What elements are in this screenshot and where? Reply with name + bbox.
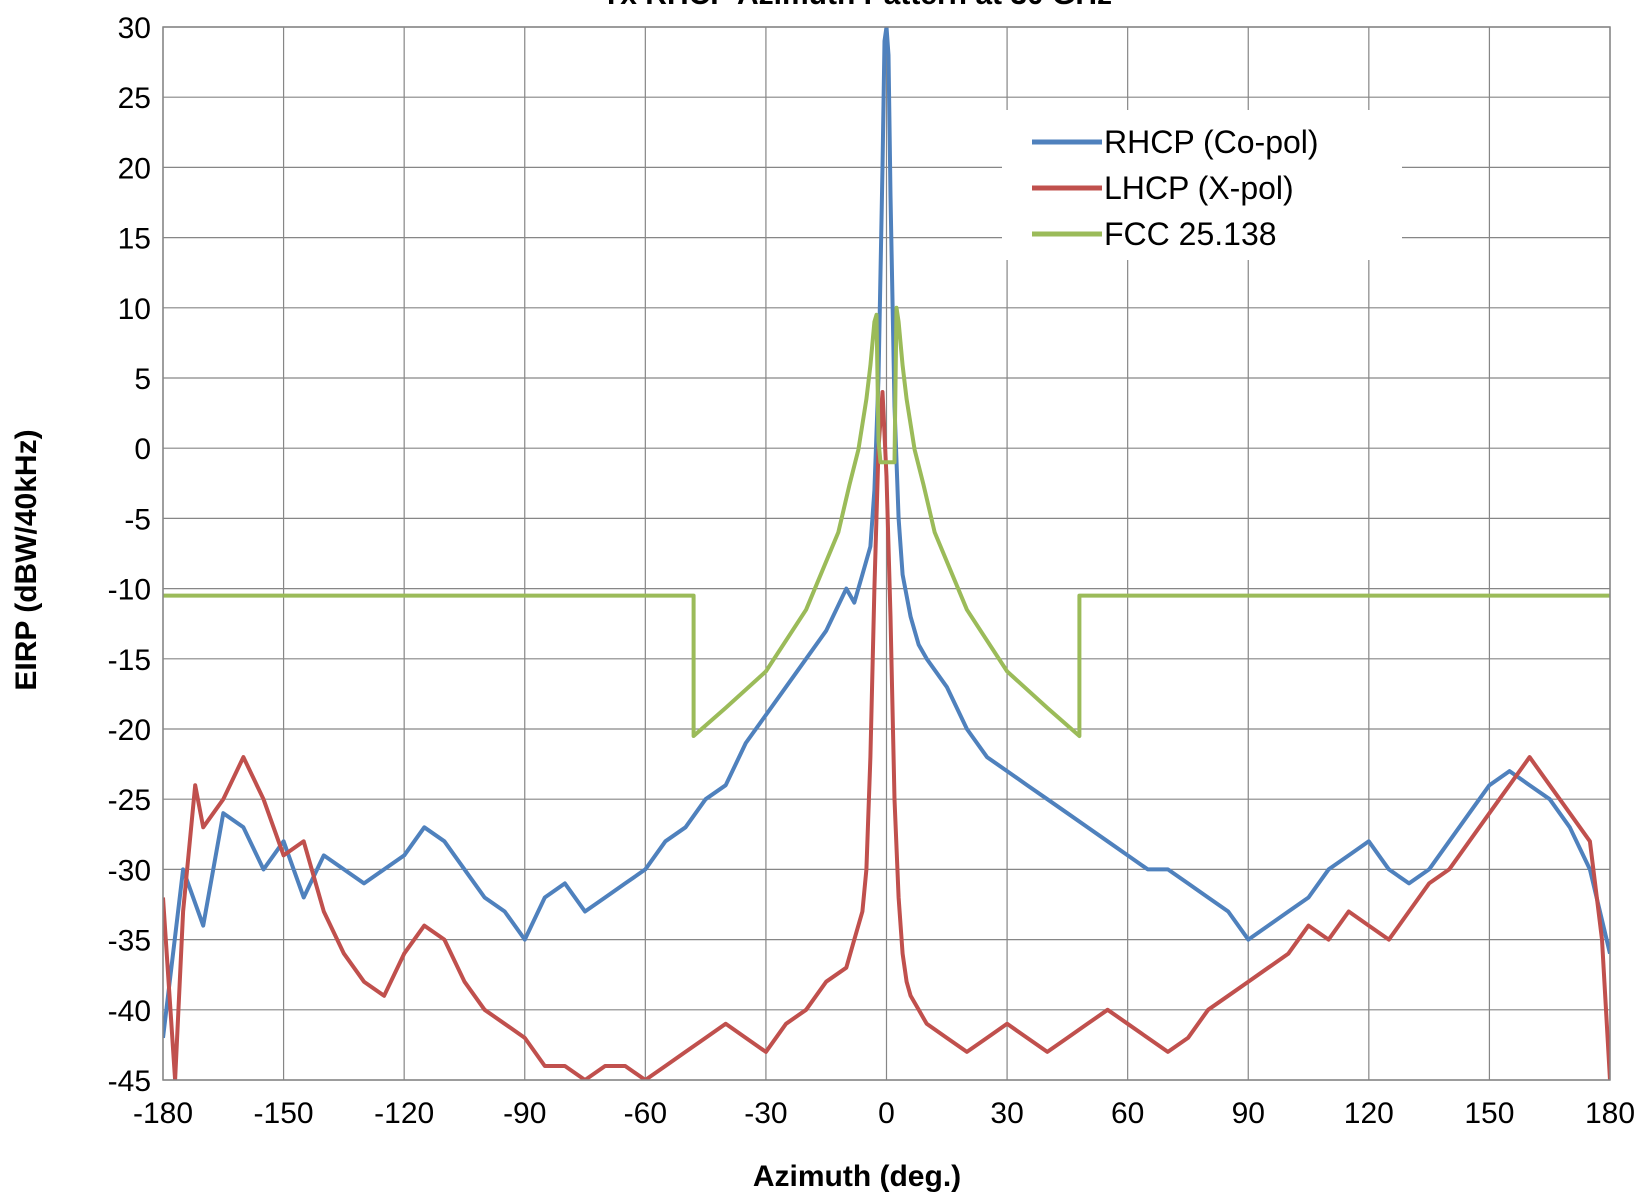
legend-label-lhcp: LHCP (X-pol): [1104, 170, 1294, 206]
x-tick-label: -180: [133, 1097, 193, 1130]
chart-title: Tx RHCP Azimuth Pattern at 30 GHz: [602, 0, 1112, 11]
tick-labels: -180 -150 -120 -90 -60 -30 0 30 60 90 120 150 180302…: [108, 12, 1635, 1130]
fcc-25-138-mask-line: [163, 305, 1610, 738]
y-tick-label: 25: [118, 82, 151, 115]
y-tick-label: 0: [134, 433, 151, 466]
legend-label-fcc: FCC 25.138: [1104, 216, 1277, 252]
y-tick-label: -20: [108, 714, 151, 747]
y-tick-label: 5: [134, 363, 151, 396]
y-tick-label: -10: [108, 574, 151, 607]
rhcp-co-pol-line: [163, 27, 1610, 1039]
y-tick-label: -15: [108, 644, 151, 677]
y-tick-label: -30: [108, 854, 151, 887]
y-tick-label: -5: [124, 503, 151, 536]
plot-frame: [162, 26, 1611, 1081]
x-tick-label: -30: [744, 1097, 787, 1130]
y-tick-label: 15: [118, 223, 151, 256]
x-tick-label: 0: [878, 1097, 895, 1130]
y-tick-label: 30: [118, 12, 151, 45]
y-tick-label: -45: [108, 1065, 151, 1098]
y-tick-label: -35: [108, 925, 151, 958]
x-tick-label: -120: [374, 1097, 434, 1130]
y-tick-label: -25: [108, 784, 151, 817]
x-tick-label: 120: [1344, 1097, 1394, 1130]
legend: RHCP (Co-pol) LHCP (X-pol) FCC 25.138: [1002, 110, 1402, 260]
x-tick-label: -90: [503, 1097, 546, 1130]
y-axis-title: EIRP (dBW/40kHz): [10, 429, 43, 690]
y-tick-label: 10: [118, 293, 151, 326]
x-tick-label: 30: [990, 1097, 1023, 1130]
y-tick-label: -40: [108, 995, 151, 1028]
legend-label-rhcp: RHCP (Co-pol): [1104, 124, 1319, 160]
series-layer: [163, 27, 1610, 1080]
x-tick-label: 150: [1464, 1097, 1514, 1130]
lhcp-x-pol-line: [163, 390, 1610, 1080]
x-tick-label: 180: [1585, 1097, 1635, 1130]
x-tick-label: 60: [1111, 1097, 1144, 1130]
x-tick-label: -150: [254, 1097, 314, 1130]
x-axis-title: Azimuth (deg.): [753, 1160, 961, 1193]
y-tick-label: 20: [118, 152, 151, 185]
x-tick-label: 90: [1232, 1097, 1265, 1130]
x-tick-label: -60: [624, 1097, 667, 1130]
